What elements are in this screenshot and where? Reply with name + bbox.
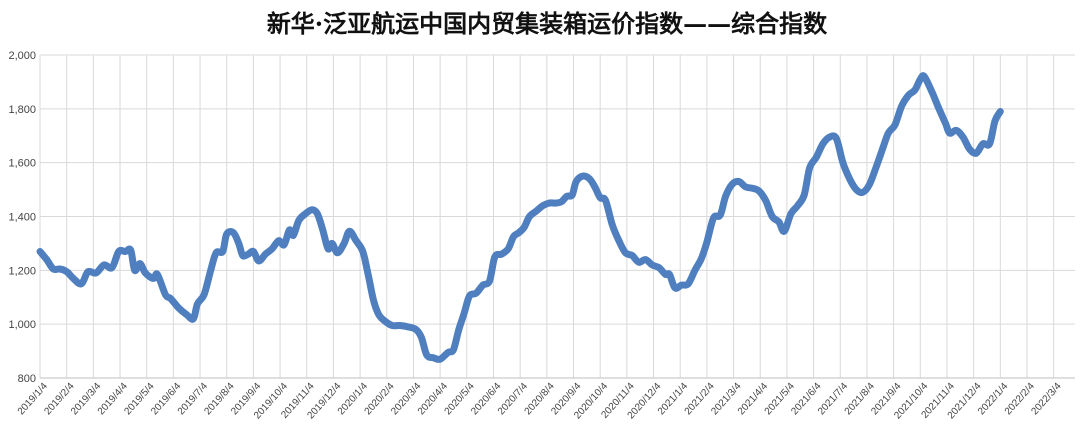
series-line [36, 72, 1004, 363]
series-group [36, 72, 1004, 363]
y-tick-label: 800 [18, 373, 36, 385]
x-axis-tick-labels: 2019/1/42019/2/42019/3/42019/4/42019/5/4… [16, 381, 1064, 422]
y-gridlines [40, 54, 1075, 379]
chart-title: 新华·泛亚航运中国内贸集装箱运价指数——综合指数 [267, 9, 828, 38]
x-tick-label: 2022/3/4 [1029, 381, 1064, 418]
y-tick-label: 1,400 [8, 212, 36, 224]
y-tick-label: 2,000 [8, 50, 36, 62]
y-tick-label: 1,600 [8, 158, 36, 170]
y-tick-label: 1,800 [8, 104, 36, 116]
y-tick-label: 1,200 [8, 265, 36, 277]
y-axis-tick-labels: 800 1,000 1,200 1,400 1,600 1,800 2,000 [8, 50, 36, 385]
y-tick-label: 1,000 [8, 319, 36, 331]
